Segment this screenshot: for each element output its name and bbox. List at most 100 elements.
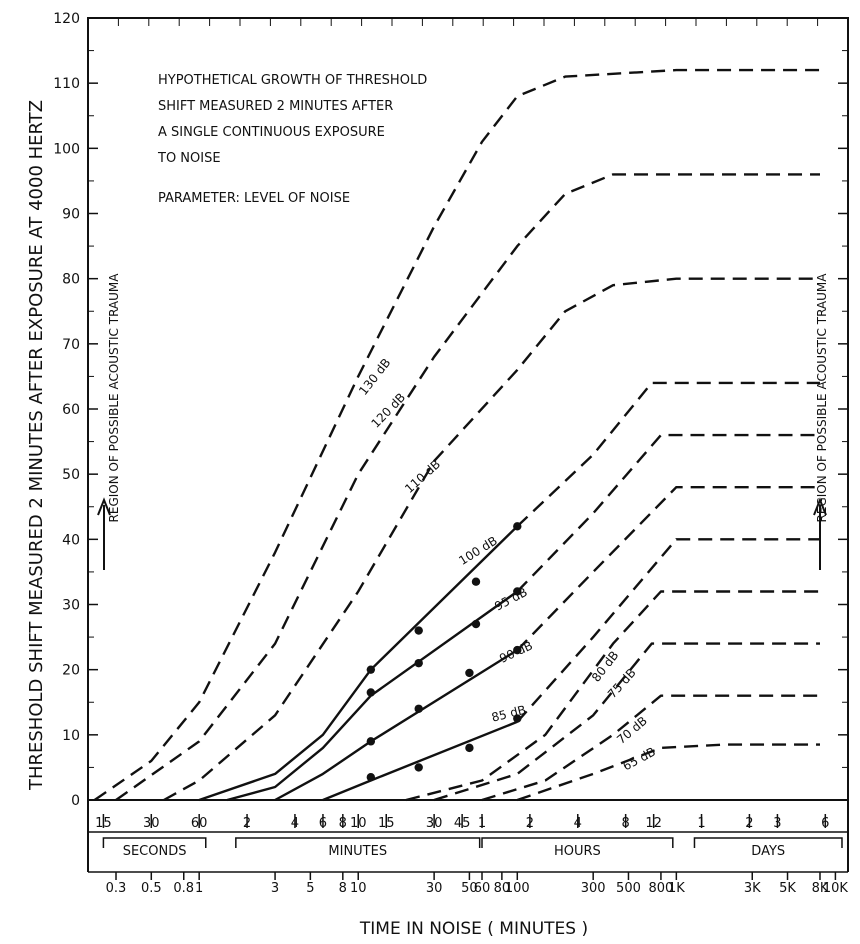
x-tick-label: 300 [581,881,606,896]
series-line-100-db-dashed [516,381,820,528]
time-unit-label: MINUTES [328,844,387,859]
time-scale-label: 8 [339,816,347,831]
x-axis-title: TIME IN NOISE ( MINUTES ) [359,919,588,939]
x-tick-label: 8K [812,881,829,896]
time-unit-bracket [102,837,207,848]
time-scale-label: 1 [478,816,486,831]
x-tick-label: 0.8 [173,881,194,896]
y-tick-label: 10 [62,728,80,744]
y-tick-label: 110 [53,76,80,92]
annotation-line: SHIFT MEASURED 2 MINUTES AFTER [158,99,393,114]
y-tick-label: 70 [62,337,80,353]
time-scale-label: 4 [291,816,299,831]
series-line-130-db [93,68,820,801]
y-tick-label: 90 [62,207,80,223]
time-scale-label: 15 [95,816,112,831]
time-scale-label: 60 [191,816,208,831]
series-label-120-db: 120 dB [368,390,408,430]
time-unit-bracket [481,837,674,848]
series-line-120-db [115,173,820,801]
series-label-95-db: 95 dB [492,585,529,614]
x-tick-label: 500 [616,881,641,896]
x-tick-label: 0.3 [106,881,127,896]
time-unit-label: SECONDS [123,844,187,859]
time-scale-label: 3 [773,816,781,831]
y-tick-label: 50 [62,467,80,483]
series-line-95-db-dashed [516,433,820,593]
x-tick-label: 3K [744,881,761,896]
time-scale-label: 2 [745,816,753,831]
series-line-110-db [163,277,820,802]
annotation-line: TO NOISE [157,151,221,166]
data-point-90-db [513,645,522,655]
side-label-left: REGION OF POSSIBLE ACOUSTIC TRAUMA [107,273,121,523]
time-unit-label: HOURS [554,844,601,859]
y-tick-label: 80 [62,272,80,288]
x-tick-label: 800 [649,881,674,896]
series-label-65-db: 65 dB [620,745,657,774]
time-scale-label: 4 [574,816,582,831]
x-tick-label: 5 [306,881,314,896]
data-point-95-db [513,587,522,596]
time-unit-bracket [693,837,843,848]
x-tick-label: 10 [350,881,367,896]
parameter-note: PARAMETER: LEVEL OF NOISE [158,191,350,206]
time-scale-label: 30 [143,816,160,831]
series-group [93,68,820,802]
data-point-95-db [366,688,376,697]
time-scale-label: 6 [319,816,327,831]
annotation-line: HYPOTHETICAL GROWTH OF THRESHOLD [158,73,427,88]
y-tick-label: 40 [62,532,80,548]
y-tick-label: 30 [62,598,80,614]
series-line-85-db-dashed [516,538,820,723]
time-scale-label: 15 [378,816,395,831]
data-point-90-db [465,668,474,678]
data-point-90-db [414,704,423,713]
data-point-85-db [366,772,376,782]
arrow-up-icon [813,497,827,570]
data-point-85-db [513,714,522,723]
x-tick-label: 3 [271,881,279,896]
data-point-85-db [465,743,474,753]
series-line-90-db [274,649,518,802]
time-scale-label: 10 [350,816,367,831]
time-scale-label: 12 [645,816,662,831]
series-line-100-db [198,525,519,802]
time-scale-label: 8 [622,816,630,831]
time-scale-label: 2 [243,816,251,831]
x-tick-label: 30 [426,881,443,896]
y-axis-title: THRESHOLD SHIFT MEASURED 2 MINUTES AFTER… [26,100,47,791]
series-line-65-db [516,743,820,802]
x-tick-label: 10K [823,881,849,896]
time-unit-bracket [235,837,481,848]
y-tick-label: 20 [62,663,80,679]
data-point-95-db [414,658,423,668]
y-tick-label: 120 [53,11,80,27]
series-line-90-db-dashed [516,486,820,651]
annotation-line: A SINGLE CONTINUOUS EXPOSURE [158,125,385,140]
x-tick-label: 5K [779,881,796,896]
arrow-up-icon [97,497,111,570]
x-tick-label: 8 [339,881,347,896]
time-scale-label: 45 [454,816,471,831]
series-line-70-db [481,694,820,802]
time-scale-label: 2 [526,816,534,831]
time-unit-label: DAYS [751,844,785,859]
data-point-100-db [471,577,481,586]
time-scale-label: 6 [821,816,829,831]
y-tick-label: 60 [62,402,80,418]
axes-group [87,17,849,880]
series-line-75-db [433,642,820,802]
x-tick-label: 50 [461,881,478,896]
data-point-100-db [513,522,522,531]
x-tick-label: 100 [505,881,530,896]
x-tick-label: 0.5 [141,881,162,896]
series-label-110-db: 110 dB [402,457,443,496]
time-scale-label: 1 [697,816,705,831]
series-label-130-db: 130 dB [356,356,393,398]
x-tick-label: 60 [474,881,491,896]
x-tick-label: 1K [668,881,685,896]
y-tick-label: 0 [71,793,80,809]
